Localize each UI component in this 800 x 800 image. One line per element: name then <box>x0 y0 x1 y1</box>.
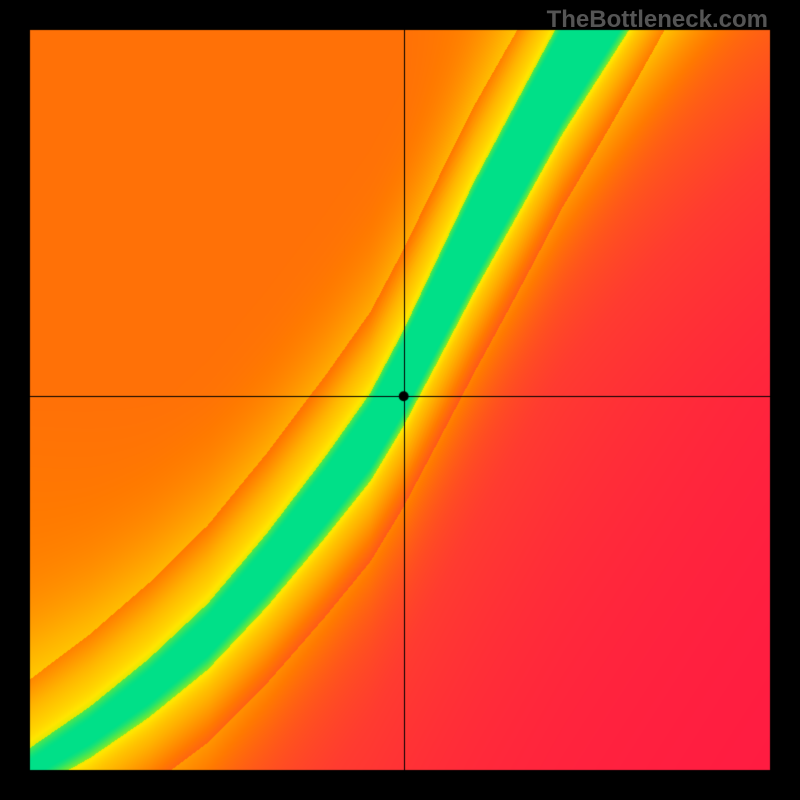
watermark-text: TheBottleneck.com <box>547 6 768 34</box>
chart-container: TheBottleneck.com <box>0 0 800 800</box>
bottleneck-heatmap <box>0 0 800 800</box>
